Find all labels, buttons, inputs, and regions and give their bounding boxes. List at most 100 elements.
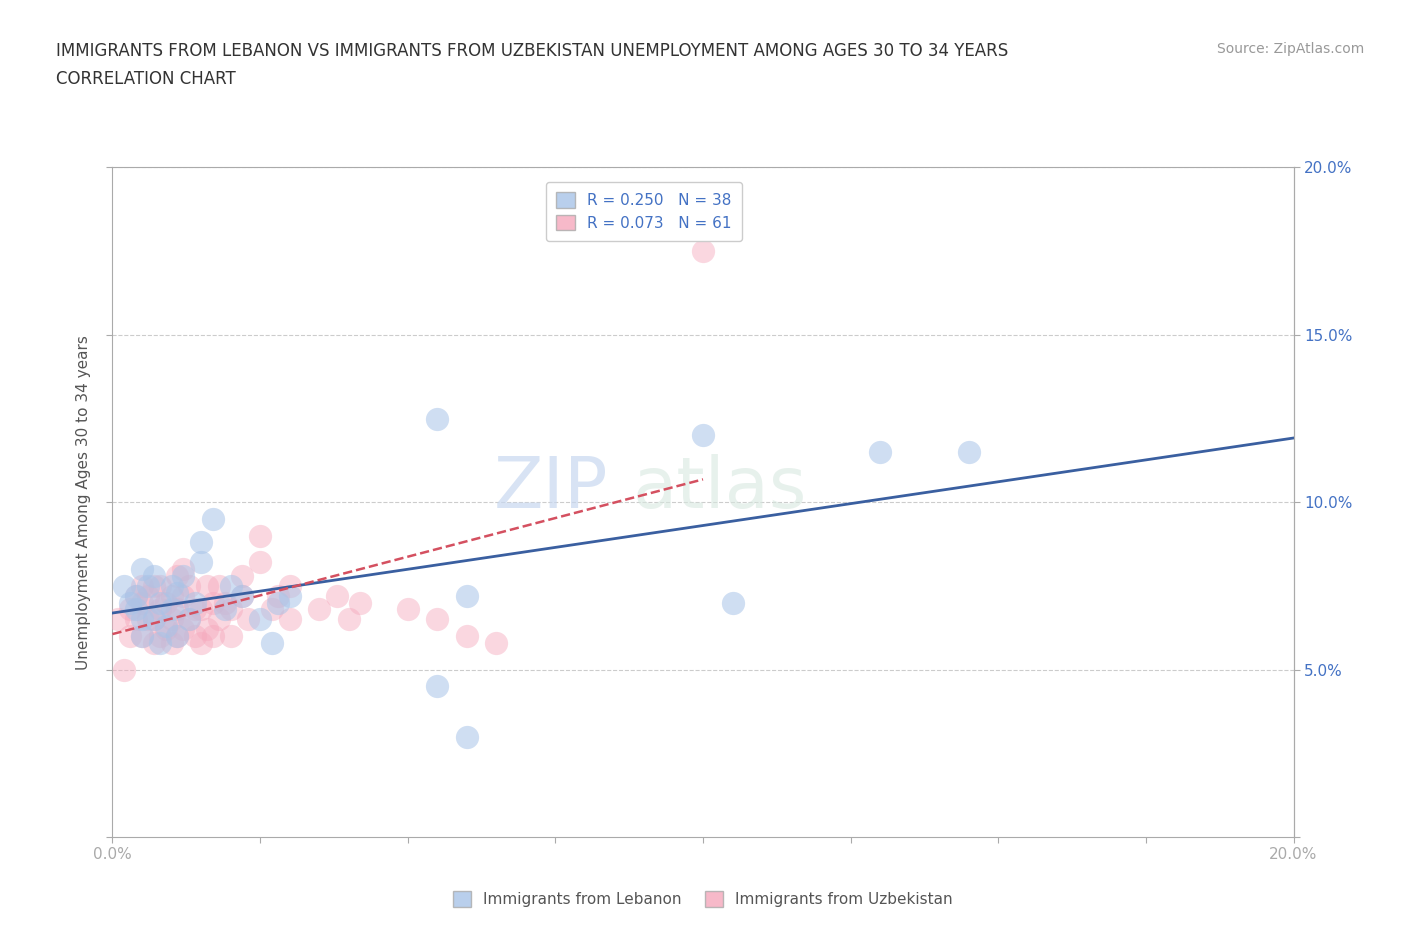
- Point: [142, 635, 165, 650]
- Point: [326, 589, 349, 604]
- Point: [112, 578, 135, 593]
- Point: [149, 578, 172, 593]
- Point: [125, 602, 148, 617]
- Point: [166, 568, 188, 583]
- Point: [208, 612, 231, 627]
- Point: [172, 589, 194, 604]
- Point: [160, 589, 183, 604]
- Point: [142, 578, 165, 593]
- Point: [155, 618, 177, 633]
- Point: [249, 555, 271, 570]
- Point: [131, 612, 153, 627]
- Text: Source: ZipAtlas.com: Source: ZipAtlas.com: [1216, 42, 1364, 56]
- Point: [142, 612, 165, 627]
- Point: [131, 629, 153, 644]
- Point: [278, 612, 301, 627]
- Point: [160, 635, 183, 650]
- Point: [195, 578, 218, 593]
- Point: [396, 602, 419, 617]
- Point: [249, 612, 271, 627]
- Point: [166, 602, 188, 617]
- Point: [426, 679, 449, 694]
- Point: [231, 589, 253, 604]
- Point: [190, 535, 212, 550]
- Point: [219, 578, 242, 593]
- Point: [131, 578, 153, 593]
- Point: [160, 578, 183, 593]
- Point: [179, 612, 201, 627]
- Point: [190, 635, 212, 650]
- Point: [201, 595, 224, 610]
- Point: [426, 411, 449, 426]
- Legend: R = 0.250   N = 38, R = 0.073   N = 61: R = 0.250 N = 38, R = 0.073 N = 61: [546, 181, 742, 241]
- Point: [219, 629, 242, 644]
- Point: [260, 635, 283, 650]
- Point: [179, 612, 201, 627]
- Point: [184, 629, 207, 644]
- Point: [125, 612, 148, 627]
- Point: [267, 589, 290, 604]
- Point: [238, 612, 260, 627]
- Point: [125, 589, 148, 604]
- Text: ZIP: ZIP: [494, 455, 609, 524]
- Point: [107, 612, 129, 627]
- Point: [120, 602, 142, 617]
- Point: [149, 595, 172, 610]
- Point: [166, 629, 188, 644]
- Point: [201, 512, 224, 526]
- Point: [160, 602, 183, 617]
- Point: [136, 578, 159, 593]
- Point: [149, 629, 172, 644]
- Point: [349, 595, 371, 610]
- Point: [869, 445, 891, 459]
- Point: [131, 562, 153, 577]
- Point: [260, 602, 283, 617]
- Point: [201, 629, 224, 644]
- Point: [214, 602, 236, 617]
- Point: [485, 635, 508, 650]
- Point: [692, 428, 714, 443]
- Point: [208, 578, 231, 593]
- Text: CORRELATION CHART: CORRELATION CHART: [56, 70, 236, 87]
- Point: [456, 589, 478, 604]
- Point: [166, 585, 188, 600]
- Point: [957, 445, 980, 459]
- Point: [160, 612, 183, 627]
- Point: [172, 622, 194, 637]
- Legend: Immigrants from Lebanon, Immigrants from Uzbekistan: Immigrants from Lebanon, Immigrants from…: [447, 884, 959, 913]
- Point: [142, 568, 165, 583]
- Point: [166, 629, 188, 644]
- Point: [184, 595, 207, 610]
- Point: [149, 602, 172, 617]
- Point: [195, 622, 218, 637]
- Point: [231, 568, 253, 583]
- Point: [308, 602, 330, 617]
- Point: [456, 629, 478, 644]
- Point: [120, 629, 142, 644]
- Point: [172, 568, 194, 583]
- Point: [120, 595, 142, 610]
- Point: [131, 629, 153, 644]
- Point: [214, 595, 236, 610]
- Point: [456, 729, 478, 744]
- Point: [131, 595, 153, 610]
- Point: [136, 612, 159, 627]
- Point: [190, 602, 212, 617]
- Point: [179, 578, 201, 593]
- Point: [149, 635, 172, 650]
- Point: [278, 578, 301, 593]
- Point: [267, 595, 290, 610]
- Y-axis label: Unemployment Among Ages 30 to 34 years: Unemployment Among Ages 30 to 34 years: [76, 335, 91, 670]
- Point: [142, 612, 165, 627]
- Point: [692, 244, 714, 259]
- Text: IMMIGRANTS FROM LEBANON VS IMMIGRANTS FROM UZBEKISTAN UNEMPLOYMENT AMONG AGES 30: IMMIGRANTS FROM LEBANON VS IMMIGRANTS FR…: [56, 42, 1008, 60]
- Point: [172, 562, 194, 577]
- Point: [190, 555, 212, 570]
- Point: [155, 595, 177, 610]
- Point: [337, 612, 360, 627]
- Point: [426, 612, 449, 627]
- Point: [721, 595, 744, 610]
- Text: atlas: atlas: [633, 455, 807, 524]
- Point: [136, 589, 159, 604]
- Point: [249, 528, 271, 543]
